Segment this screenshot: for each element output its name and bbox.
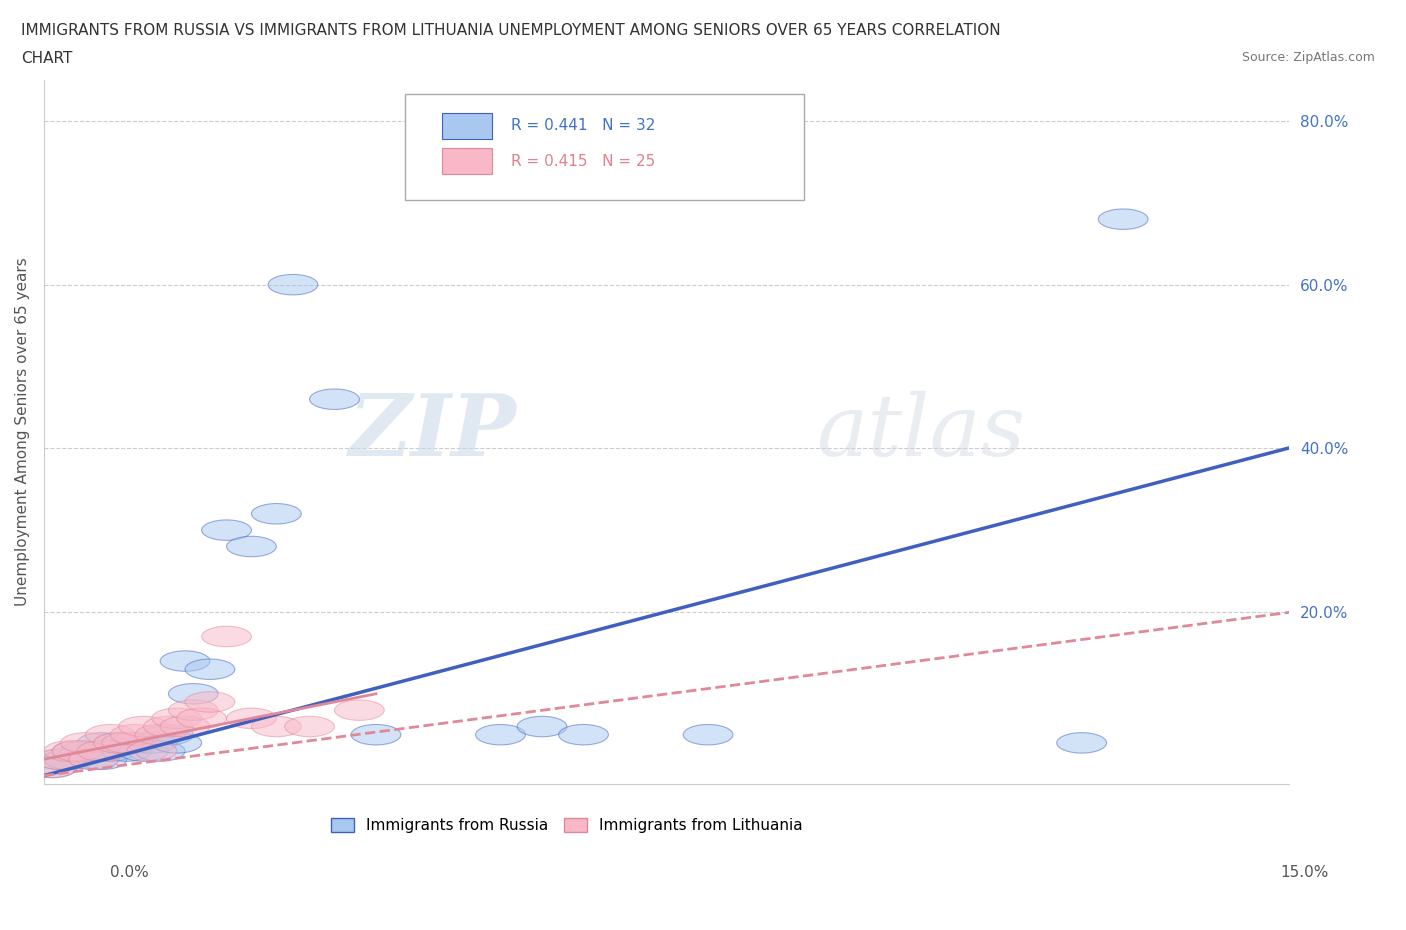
Ellipse shape (110, 724, 160, 745)
Ellipse shape (335, 700, 384, 721)
Ellipse shape (60, 741, 110, 762)
Text: Source: ZipAtlas.com: Source: ZipAtlas.com (1241, 51, 1375, 64)
Ellipse shape (135, 741, 186, 762)
Ellipse shape (44, 749, 94, 769)
Ellipse shape (517, 716, 567, 737)
Text: ZIP: ZIP (349, 391, 517, 473)
Ellipse shape (352, 724, 401, 745)
Ellipse shape (118, 716, 169, 737)
Text: 15.0%: 15.0% (1281, 865, 1329, 880)
Ellipse shape (27, 757, 77, 777)
Ellipse shape (35, 749, 86, 769)
Ellipse shape (475, 724, 526, 745)
Text: CHART: CHART (21, 51, 73, 66)
Ellipse shape (169, 684, 218, 704)
Text: IMMIGRANTS FROM RUSSIA VS IMMIGRANTS FROM LITHUANIA UNEMPLOYMENT AMONG SENIORS O: IMMIGRANTS FROM RUSSIA VS IMMIGRANTS FRO… (21, 23, 1001, 38)
Ellipse shape (558, 724, 609, 745)
Ellipse shape (186, 659, 235, 680)
Ellipse shape (27, 757, 77, 777)
Text: 0.0%: 0.0% (110, 865, 149, 880)
FancyBboxPatch shape (405, 94, 804, 200)
Y-axis label: Unemployment Among Seniors over 65 years: Unemployment Among Seniors over 65 years (15, 258, 30, 606)
Ellipse shape (52, 741, 103, 762)
Ellipse shape (683, 724, 733, 745)
Ellipse shape (94, 733, 143, 753)
Ellipse shape (309, 389, 360, 409)
Ellipse shape (252, 503, 301, 524)
Ellipse shape (1057, 733, 1107, 753)
FancyBboxPatch shape (443, 149, 492, 174)
Ellipse shape (127, 733, 177, 753)
Ellipse shape (152, 708, 201, 728)
Ellipse shape (160, 716, 209, 737)
Ellipse shape (60, 733, 110, 753)
FancyBboxPatch shape (443, 113, 492, 139)
Text: R = 0.441   N = 32: R = 0.441 N = 32 (510, 118, 655, 133)
Ellipse shape (160, 651, 209, 671)
Ellipse shape (69, 749, 118, 769)
Ellipse shape (284, 716, 335, 737)
Ellipse shape (86, 741, 135, 762)
Ellipse shape (177, 708, 226, 728)
Text: atlas: atlas (815, 391, 1025, 473)
Ellipse shape (201, 520, 252, 540)
Ellipse shape (252, 716, 301, 737)
Ellipse shape (135, 724, 186, 745)
Ellipse shape (103, 733, 152, 753)
Ellipse shape (69, 749, 118, 769)
Ellipse shape (35, 749, 86, 769)
Ellipse shape (143, 724, 194, 745)
Ellipse shape (77, 733, 127, 753)
Ellipse shape (186, 692, 235, 712)
Ellipse shape (152, 733, 201, 753)
Ellipse shape (44, 741, 94, 762)
Ellipse shape (201, 626, 252, 646)
Ellipse shape (1098, 209, 1149, 230)
Ellipse shape (226, 537, 277, 557)
Ellipse shape (169, 700, 218, 721)
Text: R = 0.415   N = 25: R = 0.415 N = 25 (510, 153, 655, 168)
Ellipse shape (143, 716, 194, 737)
Ellipse shape (94, 733, 143, 753)
Legend: Immigrants from Russia, Immigrants from Lithuania: Immigrants from Russia, Immigrants from … (325, 812, 808, 840)
Ellipse shape (110, 733, 160, 753)
Ellipse shape (77, 741, 127, 762)
Ellipse shape (118, 741, 169, 762)
Ellipse shape (86, 724, 135, 745)
Ellipse shape (103, 741, 152, 762)
Ellipse shape (77, 749, 127, 769)
Ellipse shape (127, 741, 177, 762)
Ellipse shape (52, 741, 103, 762)
Ellipse shape (226, 708, 277, 728)
Ellipse shape (269, 274, 318, 295)
